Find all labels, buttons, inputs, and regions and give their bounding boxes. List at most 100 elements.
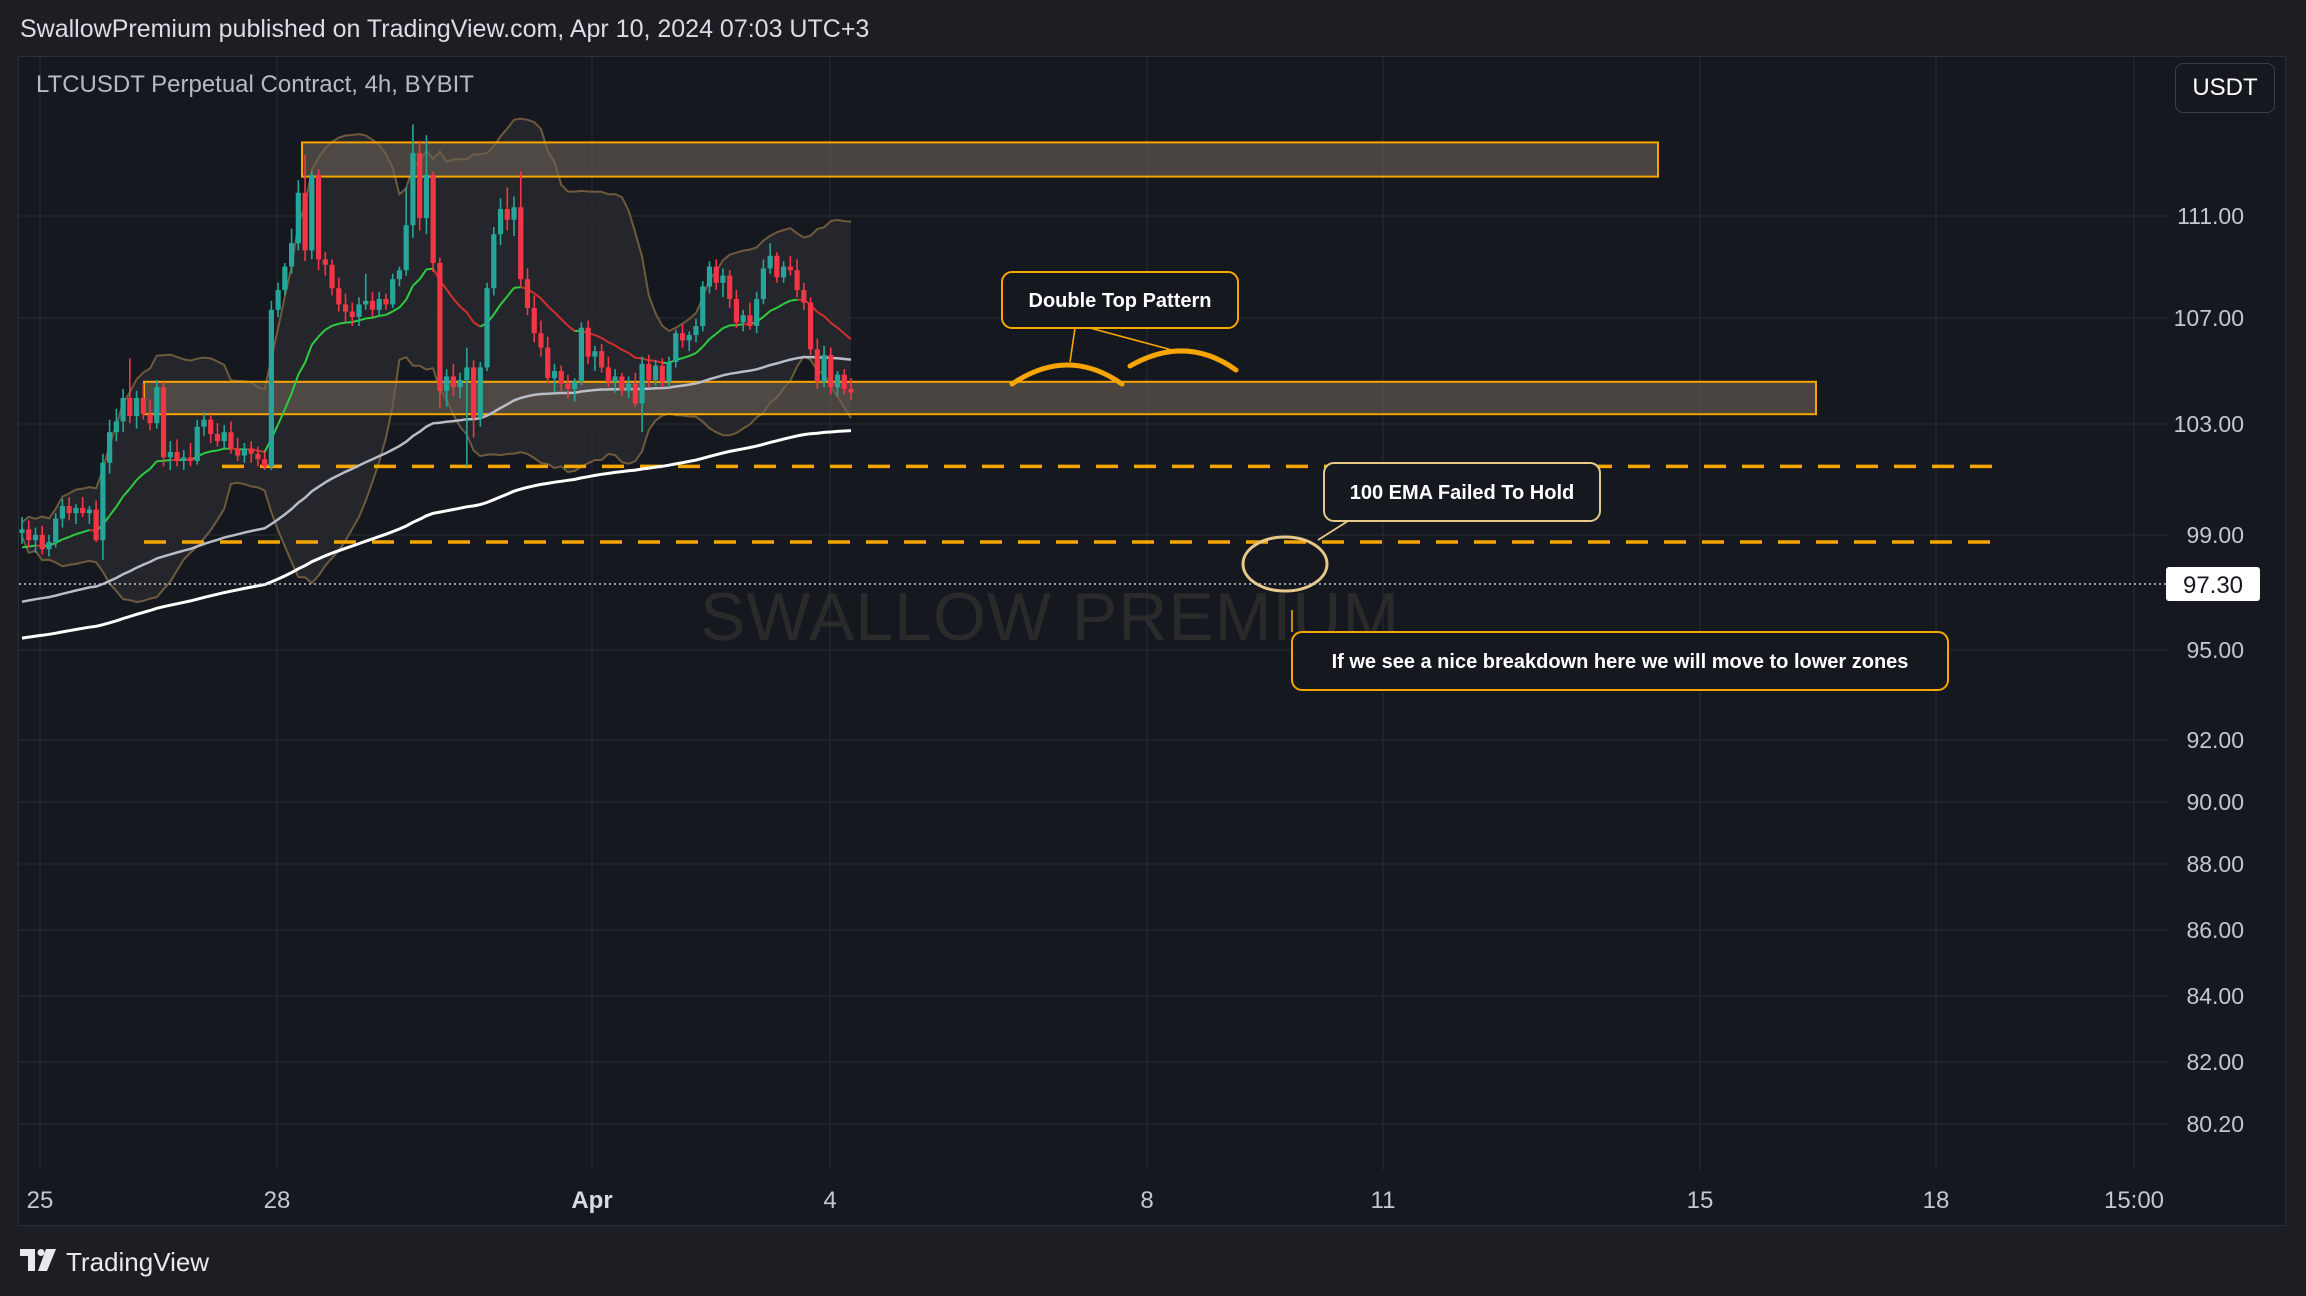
- candle-body: [605, 367, 611, 382]
- candle: [275, 282, 281, 317]
- candle-body: [821, 354, 827, 382]
- candle: [268, 300, 274, 470]
- candlesticks: [19, 124, 854, 560]
- candle: [32, 527, 39, 553]
- price-axis[interactable]: 80.20 82.00 84.00 86.00 88.00 90.00 92.00 95.00…: [2166, 203, 2260, 1137]
- ema-20-segment: [392, 306, 400, 313]
- resistance-zone[interactable]: [301, 141, 1659, 178]
- candle-body: [538, 333, 544, 348]
- double-top-pointer: [1069, 327, 1173, 363]
- ema-20-segment: [304, 344, 313, 363]
- candle: [450, 363, 456, 397]
- candle-body: [417, 153, 423, 218]
- candle: [713, 259, 719, 290]
- ema-20-segment: [452, 298, 461, 308]
- candle: [599, 344, 605, 373]
- ema-20-segment: [283, 393, 293, 410]
- candle-body: [646, 363, 652, 380]
- candle: [470, 360, 477, 438]
- time-tick-label: 15:00: [2104, 1187, 2164, 1214]
- currency-button[interactable]: USDT: [2175, 63, 2275, 113]
- candle-body: [295, 192, 301, 244]
- candle: [572, 378, 578, 402]
- candle: [727, 270, 733, 308]
- candle: [437, 257, 443, 409]
- tradingview-logo-text: TradingView: [66, 1247, 210, 1277]
- candle: [652, 360, 659, 386]
- ema-20-segment: [122, 488, 131, 498]
- candle-body: [497, 209, 504, 235]
- candle-body: [32, 534, 39, 541]
- candle: [733, 290, 740, 328]
- ema-20-segment: [372, 314, 380, 319]
- ema-20-segment: [776, 303, 785, 309]
- candle-body: [518, 207, 524, 280]
- candle: [376, 291, 382, 316]
- ema-fail-label-box[interactable]: [1323, 462, 1601, 522]
- ema-20-segment: [115, 495, 124, 508]
- candle-body: [767, 255, 773, 269]
- candle: [349, 302, 355, 326]
- candle-body: [342, 304, 349, 312]
- candle-body: [491, 234, 497, 289]
- candle: [208, 414, 214, 443]
- symbol-title[interactable]: LTCUSDT Perpetual Contract, 4h, BYBIT: [36, 71, 474, 98]
- candle-body: [565, 383, 571, 389]
- candle: [538, 320, 544, 357]
- ema-20-segment: [297, 362, 306, 375]
- candle-body: [275, 290, 281, 310]
- candle-body: [828, 354, 834, 388]
- candle-body: [268, 309, 274, 467]
- candle: [100, 453, 106, 560]
- ema-20-segment: [601, 337, 609, 344]
- ema-20-segment: [28, 544, 36, 548]
- ema-20-segment: [783, 299, 791, 305]
- ema-20-segment: [398, 299, 407, 309]
- candle: [706, 261, 713, 294]
- ema-20-segment: [614, 344, 623, 351]
- candle: [363, 273, 369, 310]
- candle: [315, 169, 322, 271]
- ema-20-segment: [790, 298, 798, 302]
- time-axis[interactable]: 25 28 Apr 4 8 11 15 18 15:00: [27, 1187, 2164, 1214]
- ema-20-segment: [506, 287, 515, 298]
- last-price-label: 97.30: [2183, 572, 2243, 599]
- candle-body: [282, 266, 288, 290]
- ema-20-segment: [513, 286, 521, 289]
- candle-body: [59, 506, 66, 519]
- candle-body: [504, 209, 510, 220]
- candle-body: [255, 453, 261, 460]
- candle: [592, 345, 598, 371]
- ema-20-segment: [830, 322, 839, 329]
- candle: [356, 297, 362, 326]
- candle-body: [659, 365, 665, 382]
- candle-body: [154, 387, 160, 424]
- candle-body: [107, 432, 113, 463]
- ema-20-segment: [560, 318, 569, 327]
- double-top-arc-left: [1009, 362, 1125, 387]
- candle: [73, 504, 79, 524]
- ema-20-segment: [385, 310, 394, 316]
- double-top-label-box[interactable]: [1001, 271, 1239, 329]
- candle-body: [511, 207, 517, 220]
- candle-body: [396, 270, 403, 280]
- candle-body: [181, 457, 187, 461]
- ema-20-segment: [762, 310, 771, 318]
- candle: [477, 362, 483, 427]
- candle: [107, 419, 113, 474]
- candle: [767, 243, 773, 274]
- candle-body: [740, 315, 746, 323]
- candle: [679, 324, 686, 348]
- candle-body: [781, 266, 787, 278]
- candle: [491, 227, 497, 296]
- candle-body: [639, 363, 645, 404]
- support-zone[interactable]: [143, 380, 1817, 416]
- ema-20-segment: [836, 327, 845, 335]
- time-tick-label: 28: [264, 1187, 291, 1214]
- candle: [754, 291, 760, 334]
- price-tick-label: 99.00: [2186, 522, 2244, 548]
- candle: [93, 500, 99, 542]
- breakdown-label-box[interactable]: [1291, 631, 1949, 691]
- ema-20-segment: [628, 352, 636, 359]
